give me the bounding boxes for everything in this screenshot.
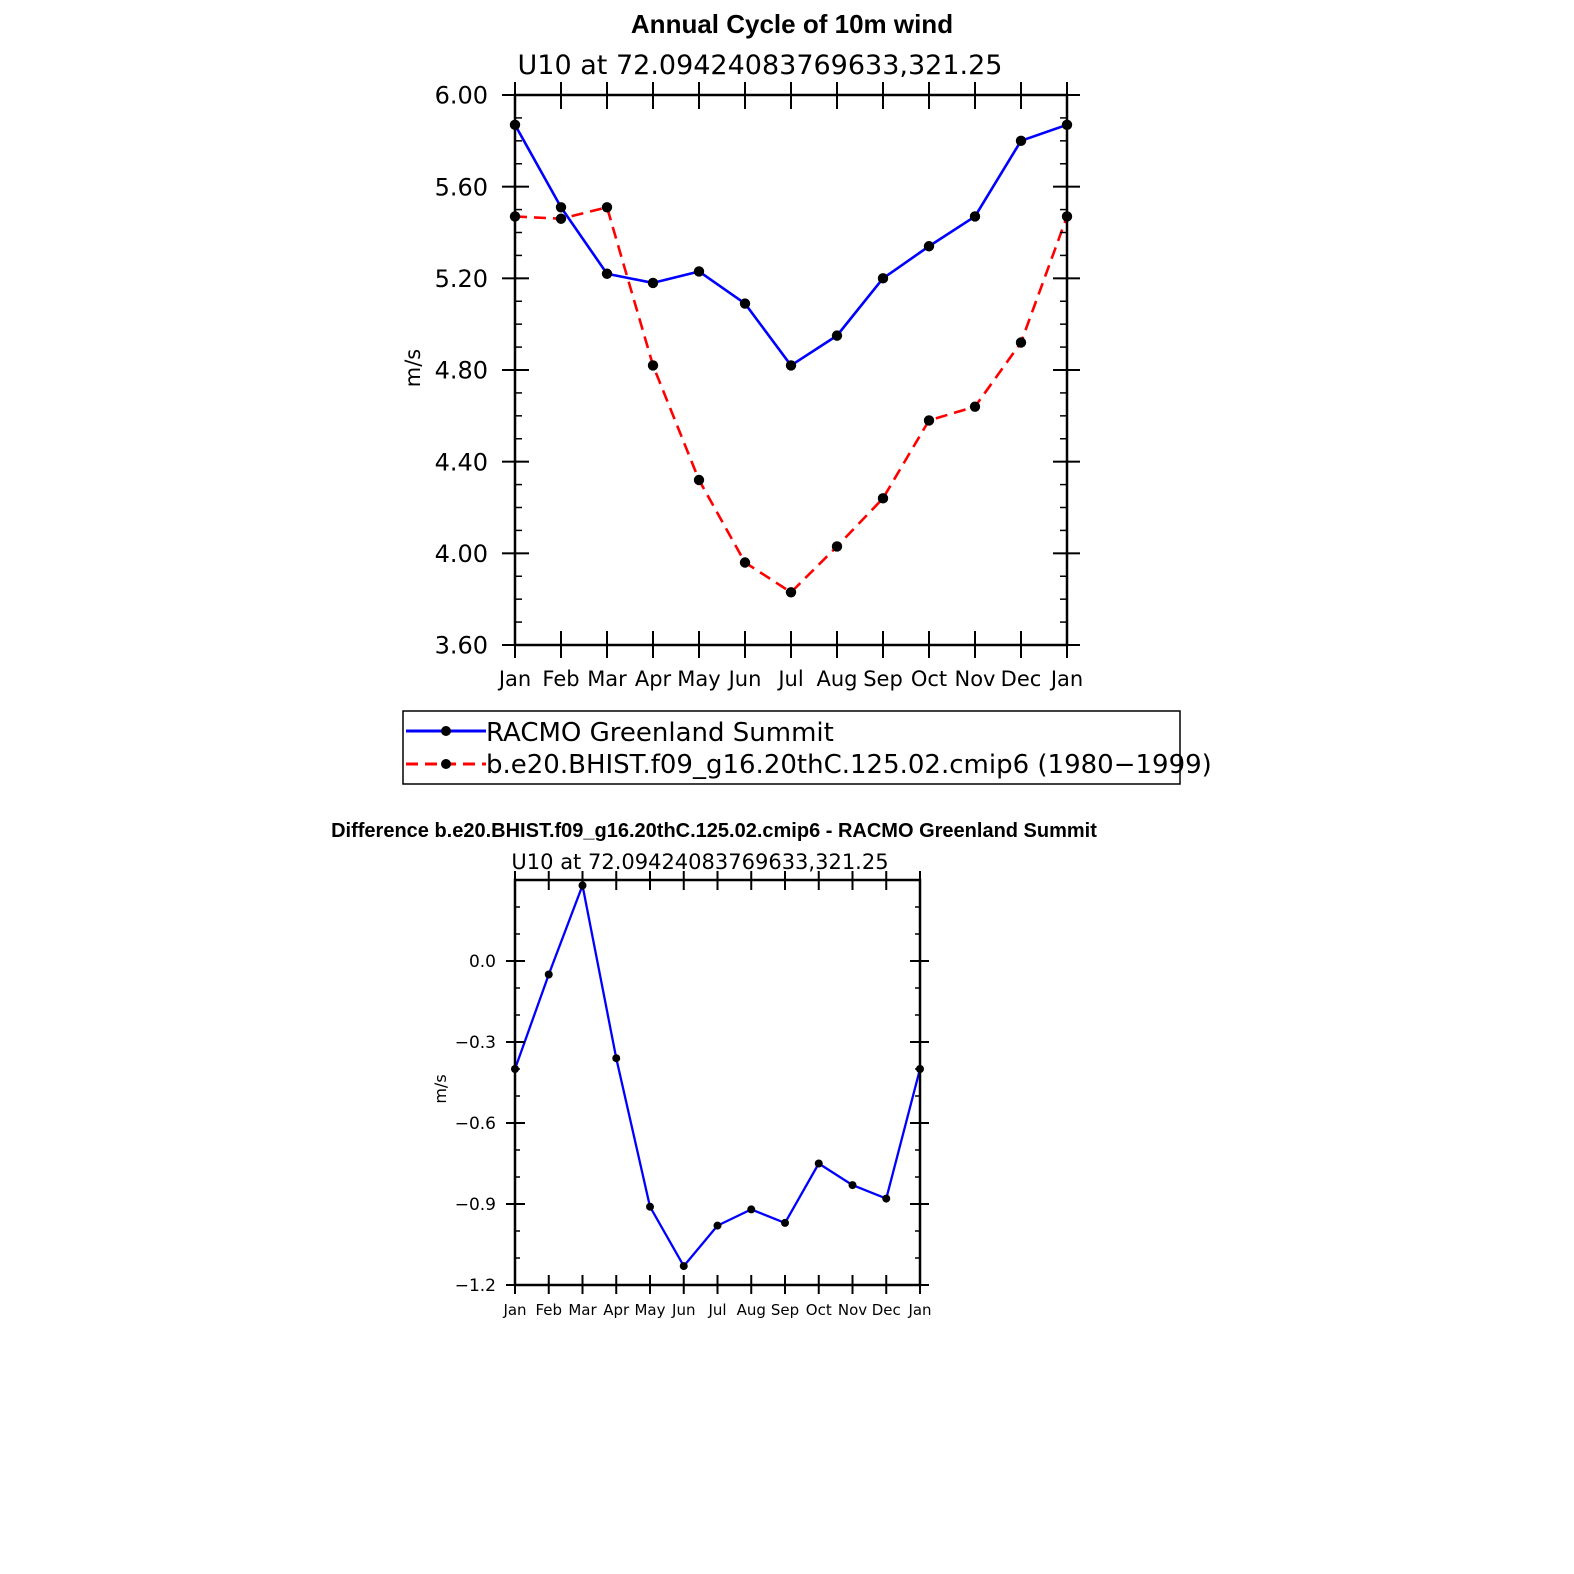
data-point — [785, 360, 797, 371]
x-tick-label: Aug — [816, 667, 857, 691]
x-tick-label: Oct — [911, 667, 947, 691]
data-point — [831, 541, 843, 552]
y-tick-label: 4.80 — [435, 357, 488, 385]
data-point — [831, 330, 843, 341]
x-tick-label: Nov — [955, 667, 996, 691]
x-tick-label: Jan — [502, 1301, 526, 1319]
chart-title: Annual Cycle of 10m wind — [631, 9, 953, 39]
data-point — [739, 298, 751, 309]
data-point — [601, 268, 613, 279]
y-tick-label: 4.40 — [435, 448, 488, 476]
x-tick-label: Feb — [542, 667, 579, 691]
y-tick-label: 6.00 — [435, 82, 488, 110]
legend-label-racmo: RACMO Greenland Summit — [486, 718, 834, 748]
data-point — [739, 557, 751, 568]
data-point — [555, 202, 567, 213]
legend-label-model: b.e20.BHIST.f09_g16.20thC.125.02.cmip6 (… — [486, 750, 1212, 780]
x-tick-label: Dec — [872, 1301, 901, 1319]
legend-marker-racmo — [441, 726, 451, 736]
data-point — [612, 1054, 621, 1063]
data-point — [781, 1218, 789, 1227]
y-tick-label: −1.2 — [455, 1276, 496, 1296]
x-tick-label: Oct — [806, 1301, 832, 1319]
data-point — [544, 970, 553, 979]
series-line-0 — [513, 884, 922, 1268]
data-point — [923, 241, 935, 252]
x-tick-label: May — [677, 667, 720, 691]
legend-item-model: b.e20.BHIST.f09_g16.20thC.125.02.cmip6 (… — [406, 750, 1212, 780]
data-point — [693, 266, 705, 277]
x-tick-label: Mar — [568, 1301, 597, 1319]
y-tick-label: 5.20 — [435, 265, 488, 293]
y-tick-label: 3.60 — [435, 632, 488, 660]
x-tick-label: Jan — [907, 1301, 931, 1319]
x-tick-label: Nov — [838, 1301, 867, 1319]
x-tick-label: May — [634, 1301, 665, 1319]
data-point — [969, 211, 981, 222]
x-tick-label: Mar — [587, 667, 627, 691]
chart-subtitle: U10 at 72.09424083769633,321.25 — [518, 50, 1003, 81]
data-point — [601, 202, 613, 213]
x-tick-label: Aug — [737, 1301, 766, 1319]
legend-item-racmo: RACMO Greenland Summit — [406, 718, 834, 748]
y-tick-label: 0.0 — [469, 952, 496, 972]
legend-marker-model — [441, 759, 451, 769]
x-tick-label: Jan — [497, 667, 531, 691]
y-tick-label: −0.6 — [455, 1114, 496, 1134]
x-tick-label: Jun — [727, 667, 762, 691]
data-point — [646, 1202, 654, 1211]
x-tick-label: Jul — [707, 1301, 726, 1319]
y-axis-label: m/s — [401, 349, 425, 387]
data-point — [882, 1194, 891, 1203]
data-point — [877, 493, 889, 504]
legend-box — [402, 710, 1181, 785]
y-tick-label: 5.60 — [435, 173, 488, 201]
x-tick-label: Sep — [771, 1301, 799, 1319]
x-tick-label: Dec — [1001, 667, 1042, 691]
series-line-0 — [513, 123, 1068, 367]
x-tick-label: Apr — [603, 1301, 630, 1319]
data-point — [969, 401, 981, 412]
data-point — [693, 474, 705, 486]
data-point — [647, 277, 659, 289]
difference-y-axis-label: m/s — [431, 1074, 450, 1103]
data-point — [848, 1181, 857, 1190]
data-point — [923, 415, 935, 426]
data-point — [1015, 337, 1027, 348]
data-point — [814, 1159, 823, 1168]
x-tick-label: Sep — [863, 667, 903, 691]
data-point — [555, 213, 567, 224]
data-point — [1015, 135, 1027, 147]
difference-title: Difference b.e20.BHIST.f09_g16.20thC.125… — [331, 820, 1097, 842]
data-point — [679, 1262, 688, 1271]
difference-subtitle: U10 at 72.09424083769633,321.25 — [511, 850, 888, 874]
legend: RACMO Greenland Summit b.e20.BHIST.f09_g… — [402, 710, 1212, 785]
data-point — [747, 1205, 756, 1214]
x-tick-label: Apr — [635, 667, 672, 691]
data-point — [877, 273, 889, 284]
annual-cycle-chart: Annual Cycle of 10m wind U10 at 72.09424… — [401, 9, 1212, 785]
x-tick-label: Jan — [1049, 667, 1083, 691]
series-line-1 — [514, 205, 1069, 594]
x-tick-label: Feb — [535, 1301, 562, 1319]
data-point — [785, 587, 797, 598]
y-tick-label: −0.3 — [455, 1033, 496, 1053]
y-tick-label: 4.00 — [435, 540, 488, 568]
difference-chart: Difference b.e20.BHIST.f09_g16.20thC.125… — [331, 820, 1097, 1319]
data-point — [647, 360, 659, 371]
data-point — [713, 1221, 722, 1230]
x-tick-label: Jul — [776, 667, 803, 691]
y-tick-label: −0.9 — [455, 1195, 496, 1215]
x-tick-label: Jun — [671, 1301, 695, 1319]
